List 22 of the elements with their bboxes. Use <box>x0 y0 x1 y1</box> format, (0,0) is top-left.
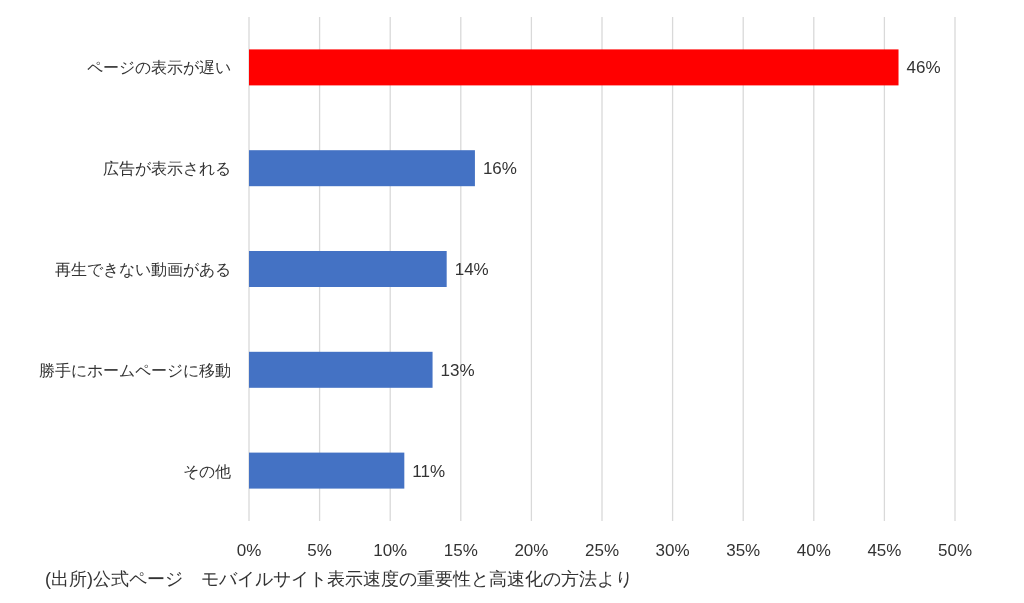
y-tick-label: その他 <box>183 462 231 480</box>
x-tick-label: 45% <box>867 541 902 560</box>
data-label: 13% <box>440 360 475 380</box>
x-tick-label: 20% <box>514 541 549 560</box>
x-tick-label: 5% <box>307 541 332 560</box>
x-tick-label: 0% <box>236 541 262 560</box>
x-tick-label: 10% <box>373 541 408 560</box>
data-label: 11% <box>412 461 446 481</box>
data-label: 14% <box>454 260 489 279</box>
x-tick-label: 15% <box>443 541 478 560</box>
x-tick-label: 40% <box>796 541 831 560</box>
y-tick-label: 広告が表示される <box>103 160 231 178</box>
x-tick-label: 35% <box>726 541 761 560</box>
x-tick-label: 30% <box>655 541 690 560</box>
y-tick-label: 勝手にホームページに移動 <box>39 361 231 379</box>
data-label: 46% <box>906 58 941 78</box>
data-label: 16% <box>482 159 517 179</box>
x-tick-label: 50% <box>937 541 973 560</box>
y-tick-label: ページの表示が遅い <box>87 59 231 77</box>
x-tick-label: 25% <box>584 541 620 560</box>
y-tick-label: 再生できない動画がある <box>55 261 231 278</box>
text: (出所)公式ページ モバイルサイト表示速度の重要性と高速化の方法より <box>45 569 633 589</box>
